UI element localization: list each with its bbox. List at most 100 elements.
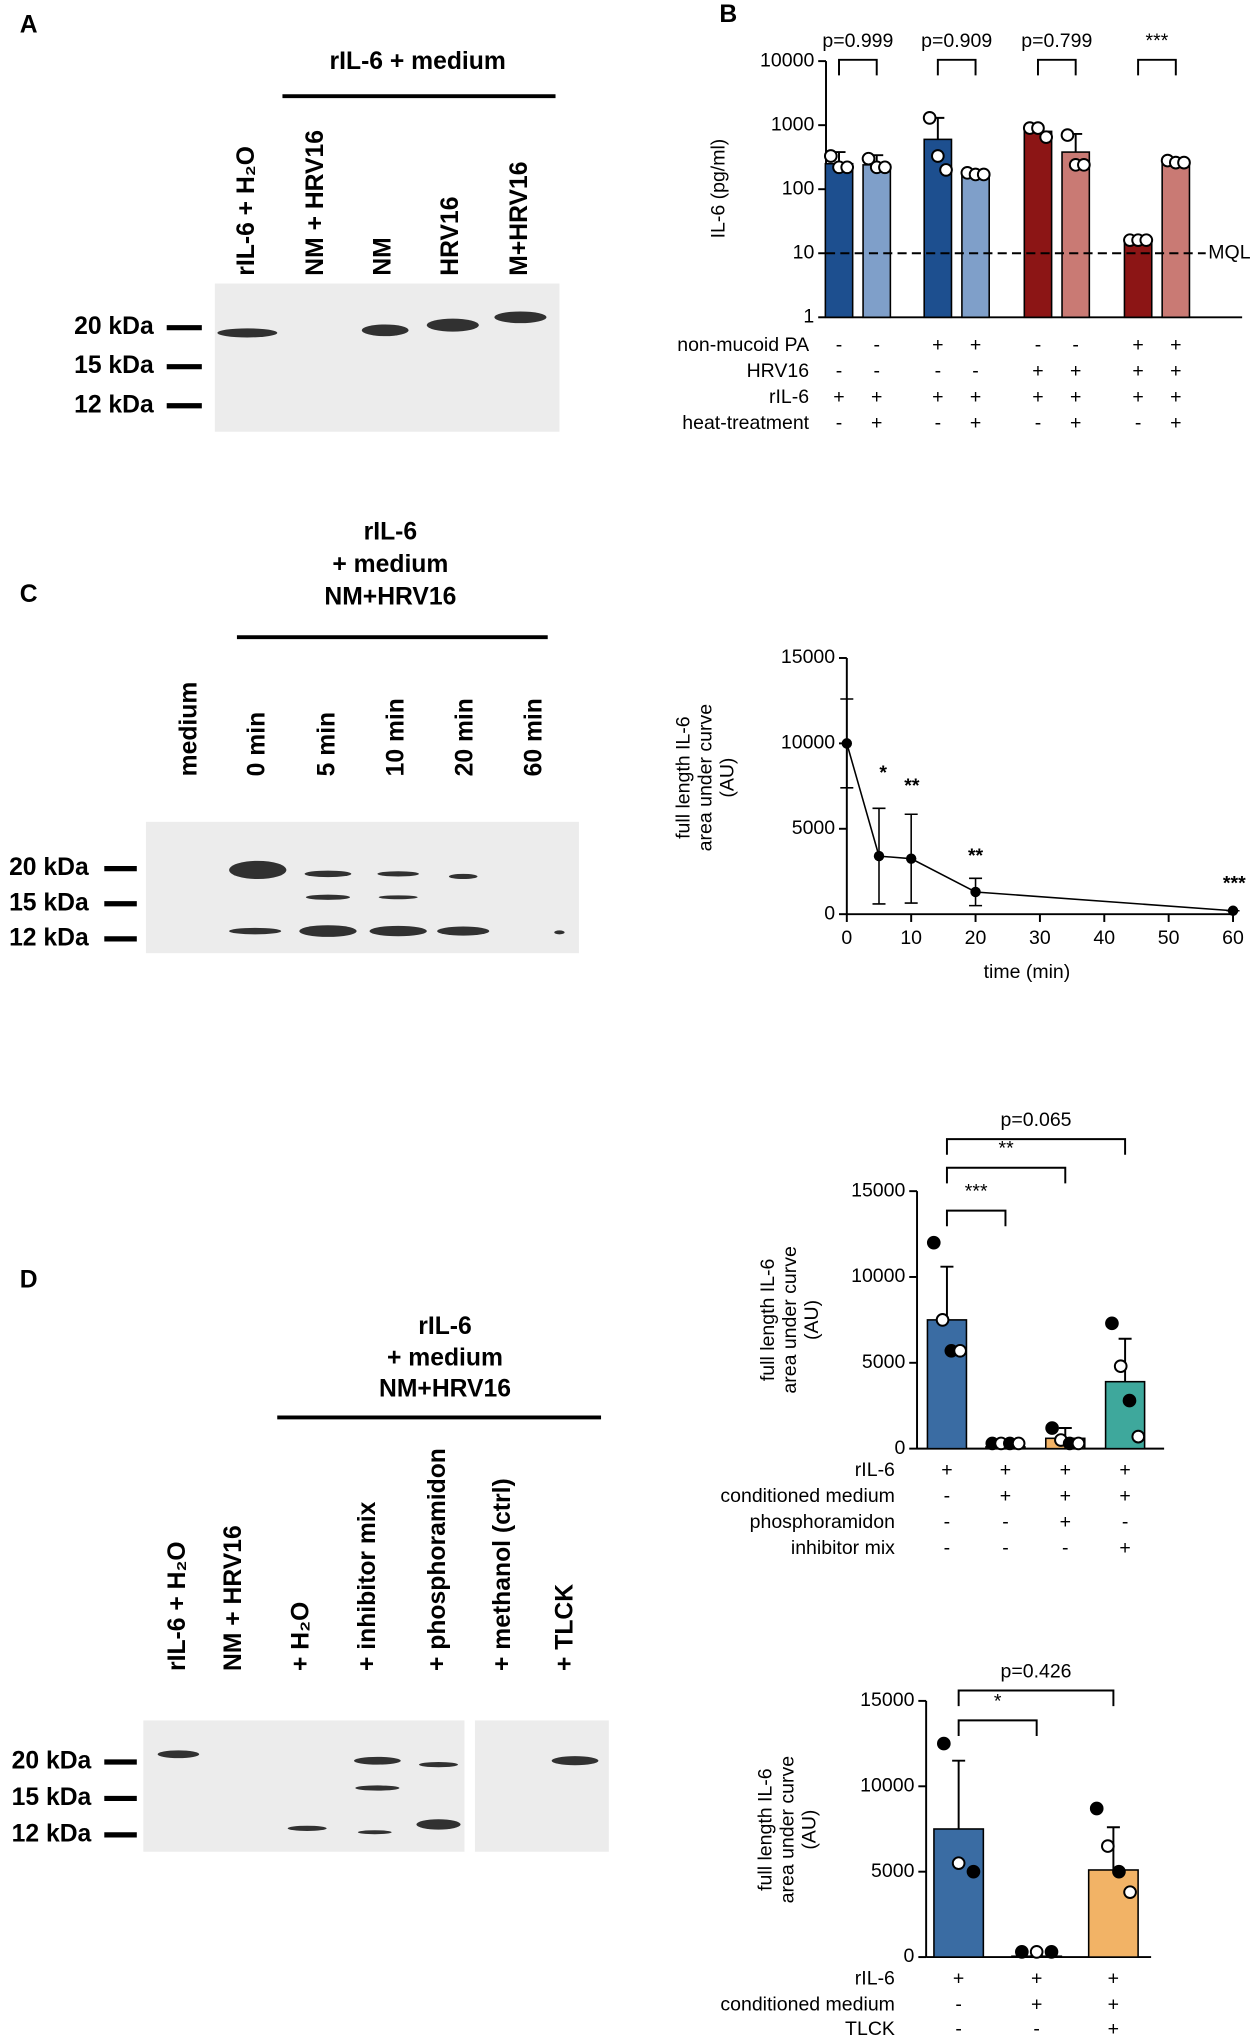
condition-label: rIL-6 [855,1459,895,1481]
condition-sign: + [1108,1967,1119,1989]
bar [961,173,990,319]
y-tick-label: 10000 [851,1265,905,1287]
data-point [951,1856,966,1870]
condition-sign: - [1035,412,1042,434]
data-point [1101,1839,1115,1853]
marker-label: 12 kDa [74,391,154,418]
condition-sign: - [944,1511,951,1533]
data-point [1113,1359,1128,1374]
y-axis-label: full length IL-6 [672,716,694,838]
condition-sign: + [932,386,943,408]
blot-band [229,860,287,880]
condition-sign: + [941,1459,952,1481]
data-point [1105,1316,1119,1331]
y-tick-label: 1000 [771,113,815,135]
data-point [1031,121,1045,135]
data-point [1227,905,1239,916]
condition-sign: + [1031,1967,1042,1989]
significance-label: * [994,1690,1002,1712]
significance-bracket [936,58,977,76]
lane-label: + TLCK [551,1584,578,1671]
condition-sign: + [1060,1511,1071,1533]
condition-label: conditioned medium [720,1485,895,1507]
lane-label: 0 min [243,712,270,776]
significance-bracket [945,1138,1127,1155]
condition-label: conditioned medium [720,1993,895,2015]
blot-band [355,1785,400,1791]
marker-label: 15 kDa [9,889,89,916]
condition-sign: - [944,1537,951,1559]
x-tick-label: 40 [1093,927,1115,949]
condition-sign: + [1000,1459,1011,1481]
lane-label: + phosphoramidon [424,1448,451,1671]
condition-sign: + [1170,386,1181,408]
significance-bracket [838,58,878,76]
blot-title: + medium [332,551,448,578]
condition-label: heat-treatment [682,412,809,434]
blot-band [157,1750,200,1759]
condition-sign: - [972,360,979,382]
y-axis-label: (AU) [717,758,739,798]
data-point [1029,1945,1044,1959]
marker-label: 20 kDa [9,854,89,881]
marker-label: 15 kDa [12,1784,92,1811]
x-tick-label: 50 [1158,927,1180,949]
blot-band [304,870,352,878]
data-point [1139,233,1154,248]
data-point [873,850,885,862]
y-tick-label: 0 [824,902,835,924]
blot-band [357,1830,392,1835]
significance-label: ** [968,845,984,867]
bar [1087,1869,1139,1958]
data-point [1123,1885,1137,1900]
lane-label: rIL-6 + H₂O [233,146,260,276]
data-point [1122,1393,1137,1408]
significance-label: *** [1146,30,1169,52]
condition-sign: - [836,334,843,356]
lane-label: 20 min [451,698,478,776]
data-point [1112,1864,1126,1879]
y-tick-label: 15000 [781,646,835,668]
blot-band [554,930,565,935]
data-point [1060,128,1075,142]
blot-band [416,1819,461,1830]
data-point [966,1864,981,1879]
data-point [976,167,991,182]
y-tick-label: 10000 [781,732,835,754]
data-point [1039,130,1053,144]
blot-image [143,1720,465,1852]
condition-sign: - [1035,334,1042,356]
bar [1061,151,1091,319]
condition-sign: - [1002,1537,1009,1559]
condition-sign: + [1032,360,1043,382]
y-tick-label: 100 [782,177,815,199]
condition-sign: - [955,2018,962,2039]
y-tick-label: 10000 [860,1774,914,1796]
lane-label: 5 min [313,712,340,776]
condition-sign: - [935,360,942,382]
panel-label: B [719,1,737,28]
y-tick-label: 5000 [862,1351,906,1373]
condition-sign: - [1002,1511,1009,1533]
data-point [1177,155,1191,170]
blot-band [361,324,409,337]
marker-label: 20 kDa [12,1748,92,1775]
y-tick-label: 0 [894,1437,905,1459]
condition-sign: + [1108,2018,1119,2039]
condition-sign: - [1062,1537,1069,1559]
blot-band [305,894,351,900]
lane-label: 10 min [382,698,409,776]
x-tick-label: 20 [965,927,987,949]
blot-band [494,311,547,324]
condition-sign: - [1135,412,1142,434]
condition-sign: + [1060,1459,1071,1481]
data-line [846,743,1234,912]
data-point [1131,1429,1146,1444]
condition-label: inhibitor mix [791,1537,895,1559]
significance-label: p=0.999 [822,30,893,52]
significance-label: p=0.065 [1001,1109,1072,1131]
blot-band [426,318,479,332]
blot-band [369,925,427,937]
condition-label: TLCK [845,2018,895,2039]
